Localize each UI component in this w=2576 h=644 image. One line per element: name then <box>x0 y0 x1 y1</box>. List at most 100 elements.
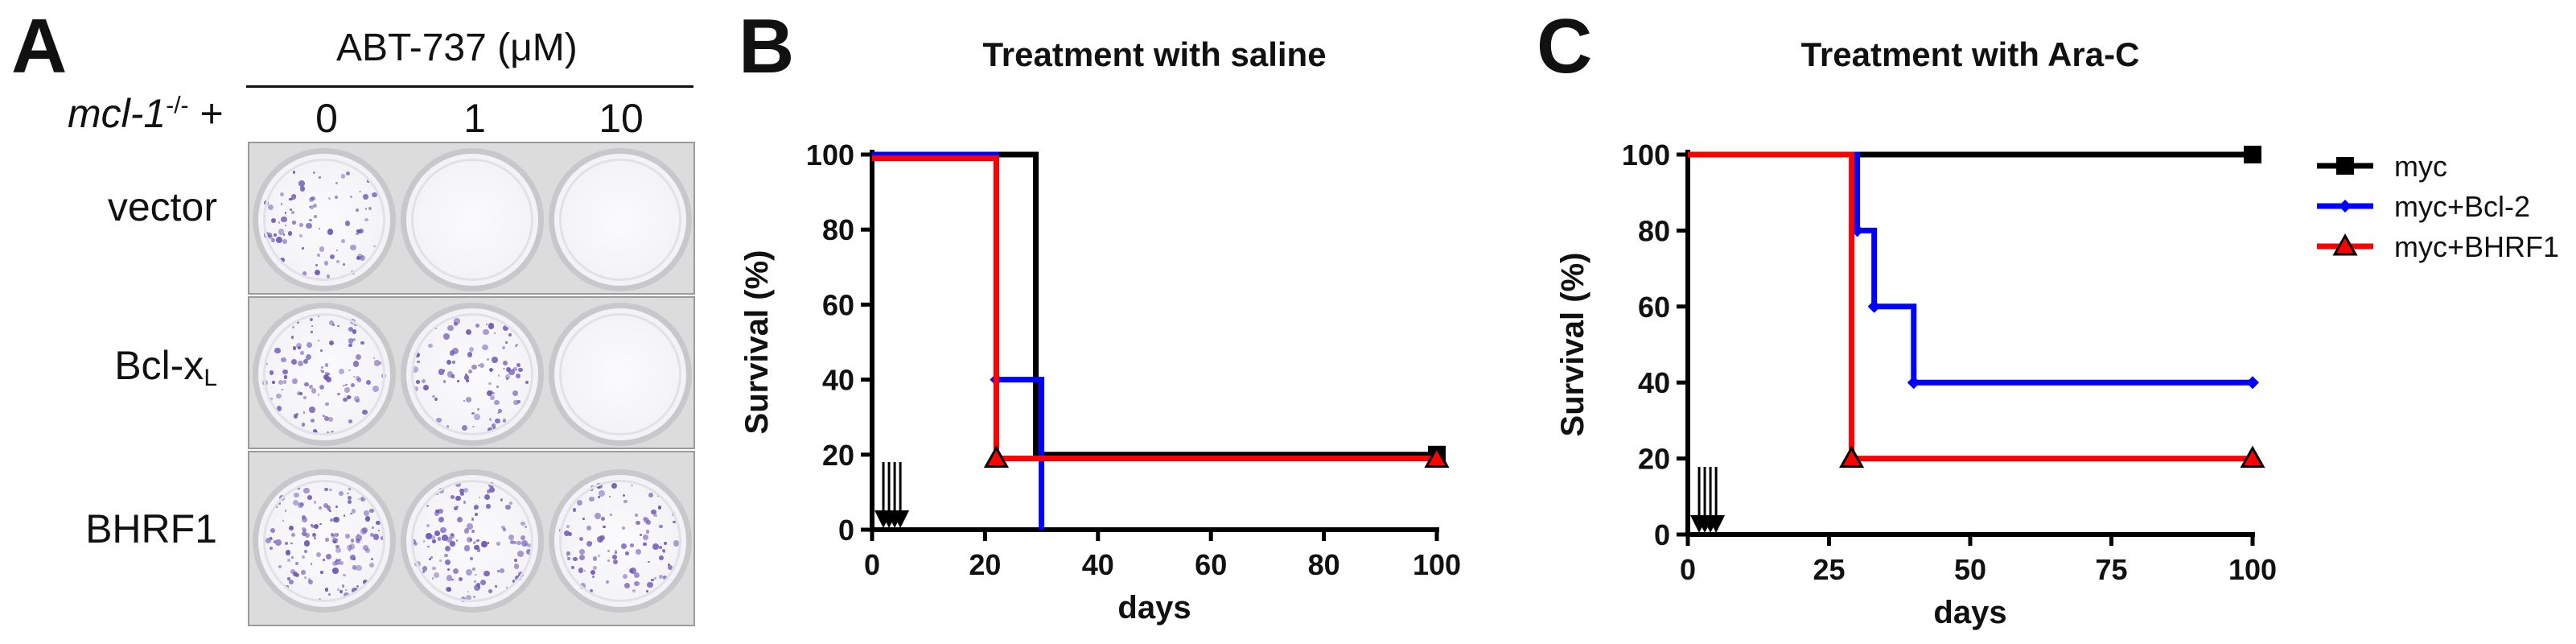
colony-dot <box>432 566 436 570</box>
colony-dot <box>436 417 442 423</box>
colony-dot <box>615 550 618 552</box>
colony-dot <box>373 245 376 248</box>
colony-dot <box>286 576 291 581</box>
colony-dot <box>487 541 490 544</box>
colony-dot <box>447 324 454 332</box>
row-label-bhrf1: BHRF1 <box>85 506 217 551</box>
colony-dot <box>442 369 446 372</box>
colony-dot <box>331 560 338 567</box>
colony-dot <box>438 369 445 375</box>
colony-dot <box>343 384 346 387</box>
x-tick-label: 100 <box>1413 548 1461 581</box>
colony-dot <box>504 504 511 510</box>
colony-dot <box>586 525 591 530</box>
colony-dot <box>663 550 666 553</box>
colony-dot <box>431 577 434 580</box>
colony-dot <box>444 545 451 551</box>
colony-dot <box>443 333 450 340</box>
concentration-label-2: 10 <box>599 96 644 141</box>
colony-dot <box>335 545 339 549</box>
colony-dot <box>513 540 517 544</box>
colony-dot <box>452 348 459 355</box>
colony-dot <box>497 408 503 414</box>
colony-dot <box>328 341 334 346</box>
colony-dot <box>331 532 334 536</box>
colony-dot <box>647 581 653 588</box>
colony-dot <box>525 380 529 384</box>
colony-dot <box>492 356 498 363</box>
colony-dot <box>328 229 331 231</box>
legend-entry-label: myc+Bcl-2 <box>2394 190 2530 223</box>
colony-dot <box>355 376 360 381</box>
colony-dot <box>291 325 295 329</box>
colony-dot <box>318 176 321 180</box>
culture-dish <box>549 303 692 446</box>
colony-dot <box>344 592 349 598</box>
colony-dot <box>471 411 475 415</box>
culture-dish <box>253 469 396 613</box>
series-point-marker <box>2246 376 2259 390</box>
colony-dot <box>345 534 350 539</box>
colony-dot <box>293 571 298 577</box>
colony-dot <box>306 342 312 349</box>
colony-dot <box>360 497 366 502</box>
colony-dot <box>347 544 353 551</box>
colony-dot <box>446 586 451 592</box>
panel-letter-b: B <box>739 3 795 89</box>
colony-dot <box>302 411 306 414</box>
chart-title: Treatment with Ara-C <box>1801 35 2140 73</box>
colony-dot <box>513 399 519 406</box>
colony-dot <box>623 500 628 504</box>
colony-dot <box>348 337 354 344</box>
colony-dot <box>454 322 458 327</box>
colony-dot <box>302 527 307 532</box>
colony-dot <box>475 513 479 517</box>
colony-dot <box>315 264 318 266</box>
colony-dot <box>412 366 418 373</box>
colony-dot <box>516 575 522 580</box>
colony-dot <box>466 379 469 383</box>
colony-dot <box>319 384 325 390</box>
colony-dot <box>434 491 438 495</box>
colony-dot <box>352 565 356 570</box>
colony-dot <box>465 397 472 403</box>
colony-dot <box>486 504 491 509</box>
colony-dot <box>590 489 593 491</box>
series-point-marker <box>983 445 1010 468</box>
colony-dot <box>290 359 297 365</box>
colony-dot <box>456 506 459 509</box>
colony-dot <box>278 564 282 569</box>
colony-dot <box>335 259 339 263</box>
colony-dot <box>603 525 606 528</box>
colony-dot <box>349 195 353 199</box>
colony-dot <box>592 576 595 578</box>
colony-dot <box>376 520 381 526</box>
colony-dot <box>353 396 360 402</box>
colony-dot <box>473 584 480 592</box>
colony-dot <box>591 542 593 544</box>
colony-dot <box>307 579 314 585</box>
colony-dot <box>293 414 298 419</box>
colony-dot <box>520 535 525 540</box>
colony-dot <box>301 555 305 559</box>
colony-dot <box>473 544 479 551</box>
x-tick-label: 40 <box>1082 548 1114 581</box>
y-tick-label: 80 <box>1638 214 1670 247</box>
colony-dot <box>488 323 495 329</box>
colony-dot <box>307 431 309 434</box>
colony-dot <box>368 207 372 211</box>
colony-dot <box>354 323 358 327</box>
colony-dot <box>291 533 296 538</box>
colony-dot <box>446 359 452 365</box>
colony-dot <box>348 419 352 424</box>
colony-dot <box>325 538 329 542</box>
colony-dot <box>630 543 635 548</box>
x-tick-label: 0 <box>1680 553 1696 586</box>
colony-dot <box>526 543 531 548</box>
colony-dot <box>484 570 490 577</box>
colony-dot <box>368 562 374 568</box>
treatment-header-rule <box>246 85 693 88</box>
colony-dot <box>264 200 270 206</box>
colony-dot <box>292 171 296 174</box>
colony-dot <box>290 197 294 201</box>
